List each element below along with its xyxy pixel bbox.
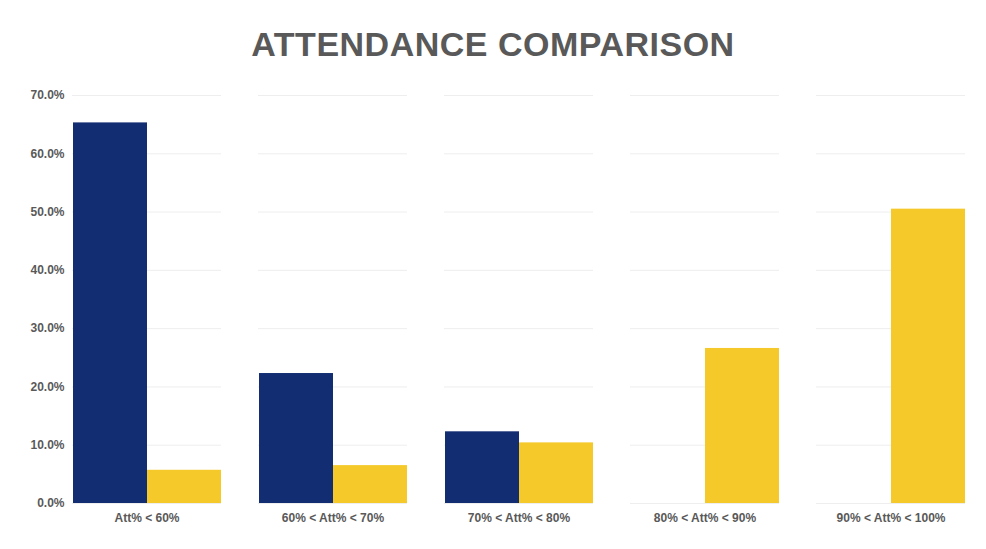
svg-text:60% < Att% < 70%: 60% < Att% < 70% (282, 511, 385, 525)
svg-text:60.0%: 60.0% (30, 147, 64, 161)
svg-text:30.0%: 30.0% (30, 321, 64, 335)
svg-text:0.0%: 0.0% (37, 496, 65, 510)
svg-text:70.0%: 70.0% (30, 88, 64, 102)
svg-text:20.0%: 20.0% (30, 380, 64, 394)
svg-text:10.0%: 10.0% (30, 438, 64, 452)
svg-text:70% < Att% < 80%: 70% < Att% < 80% (468, 511, 571, 525)
svg-text:80% < Att% < 90%: 80% < Att% < 90% (654, 511, 757, 525)
svg-text:90% < Att% < 100%: 90% < Att% < 100% (837, 511, 946, 525)
html-text:ATTENDANCE COMPARISON: ATTENDANCE COMPARISON (251, 25, 735, 63)
svg-text:Att% < 60%: Att% < 60% (114, 511, 179, 525)
svg-text:50.0%: 50.0% (30, 205, 64, 219)
svg-text:40.0%: 40.0% (30, 263, 64, 277)
